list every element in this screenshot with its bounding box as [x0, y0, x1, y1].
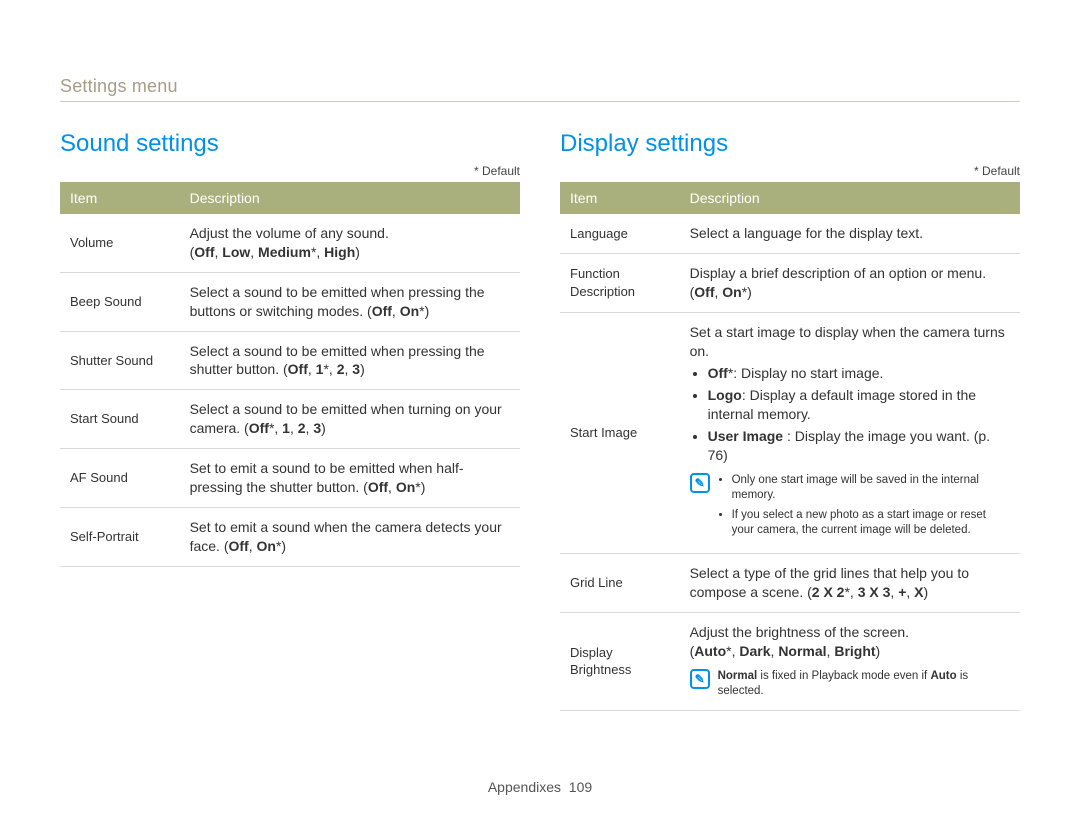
table-row: Self-PortraitSet to emit a sound when th…: [60, 507, 520, 566]
note-box: ✎ Only one start image will be saved in …: [690, 473, 1010, 543]
item-description: Select a sound to be emitted when pressi…: [180, 272, 520, 331]
note-icon: ✎: [690, 669, 710, 689]
note-content: Normal is fixed in Playback mode even if…: [718, 669, 1010, 700]
item-description: Set to emit a sound to be emitted when h…: [180, 449, 520, 508]
display-settings-column: Display settings * Default Item Descript…: [560, 130, 1020, 711]
table-row: Shutter SoundSelect a sound to be emitte…: [60, 331, 520, 390]
table-row: Start SoundSelect a sound to be emitted …: [60, 390, 520, 449]
item-label: Start Sound: [60, 390, 180, 449]
item-description: Set a start image to display when the ca…: [680, 312, 1020, 553]
table-header-description: Description: [180, 182, 520, 214]
brightness-options: (Auto*, Dark, Normal, Bright): [690, 642, 1010, 661]
item-label: Function Description: [560, 253, 680, 312]
note-box: ✎ Normal is fixed in Playback mode even …: [690, 669, 1010, 700]
sound-settings-title: Sound settings: [60, 130, 520, 158]
divider: [60, 101, 1020, 102]
display-settings-title: Display settings: [560, 130, 1020, 158]
item-label: Display Brightness: [560, 612, 680, 710]
table-row: Display Brightness Adjust the brightness…: [560, 612, 1020, 710]
item-description: Adjust the volume of any sound.(Off, Low…: [180, 214, 520, 272]
sound-default-note: * Default: [60, 164, 520, 178]
item-label: Grid Line: [560, 553, 680, 612]
table-row: Function Description Display a brief des…: [560, 253, 1020, 312]
list-item: Off*: Display no start image.: [708, 364, 1010, 383]
list-item: Only one start image will be saved in th…: [732, 473, 1010, 504]
sound-settings-table: Item Description VolumeAdjust the volume…: [60, 182, 520, 567]
item-label: Shutter Sound: [60, 331, 180, 390]
start-image-options: Off*: Display no start image. Logo: Displ…: [690, 364, 1010, 464]
item-label: Start Image: [560, 312, 680, 553]
table-row: Grid Line Select a type of the grid line…: [560, 553, 1020, 612]
table-header-description: Description: [680, 182, 1020, 214]
item-label: Self-Portrait: [60, 507, 180, 566]
item-description: Select a sound to be emitted when turnin…: [180, 390, 520, 449]
item-label: AF Sound: [60, 449, 180, 508]
display-settings-table: Item Description Language Select a langu…: [560, 182, 1020, 711]
start-image-intro: Set a start image to display when the ca…: [690, 324, 1005, 359]
item-description: Select a language for the display text.: [680, 214, 1020, 253]
item-description: Display a brief description of an option…: [680, 253, 1020, 312]
item-description: Select a type of the grid lines that hel…: [680, 553, 1020, 612]
sound-settings-column: Sound settings * Default Item Descriptio…: [60, 130, 520, 711]
table-row: Language Select a language for the displ…: [560, 214, 1020, 253]
item-description: Set to emit a sound when the camera dete…: [180, 507, 520, 566]
content-columns: Sound settings * Default Item Descriptio…: [60, 130, 1020, 711]
item-label: Volume: [60, 214, 180, 272]
page-footer: Appendixes 109: [0, 779, 1080, 795]
note-content: Only one start image will be saved in th…: [718, 473, 1010, 543]
table-row: Beep SoundSelect a sound to be emitted w…: [60, 272, 520, 331]
table-row: Start Image Set a start image to display…: [560, 312, 1020, 553]
table-header-item: Item: [560, 182, 680, 214]
note-icon: ✎: [690, 473, 710, 493]
item-label: Beep Sound: [60, 272, 180, 331]
list-item: Logo: Display a default image stored in …: [708, 386, 1010, 424]
table-row: VolumeAdjust the volume of any sound.(Of…: [60, 214, 520, 272]
display-default-note: * Default: [560, 164, 1020, 178]
footer-page-number: 109: [569, 779, 592, 795]
table-header-item: Item: [60, 182, 180, 214]
item-description: Adjust the brightness of the screen. (Au…: [680, 612, 1020, 710]
list-item: User Image : Display the image you want.…: [708, 427, 1010, 465]
item-label: Language: [560, 214, 680, 253]
item-description: Select a sound to be emitted when pressi…: [180, 331, 520, 390]
list-item: If you select a new photo as a start ima…: [732, 508, 1010, 539]
brightness-intro: Adjust the brightness of the screen.: [690, 624, 909, 640]
table-row: AF SoundSet to emit a sound to be emitte…: [60, 449, 520, 508]
breadcrumb: Settings menu: [60, 76, 1020, 97]
footer-section: Appendixes: [488, 779, 561, 795]
